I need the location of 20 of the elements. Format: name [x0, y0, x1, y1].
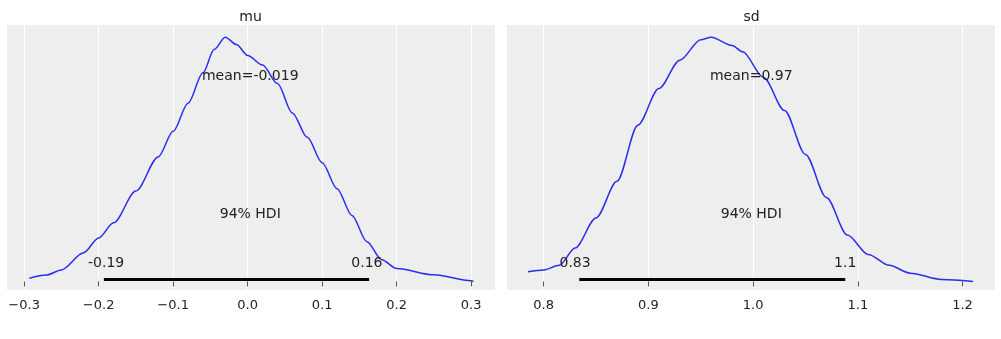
x-tick-label: −0.2 [82, 297, 115, 312]
annotation: 0.83 [558, 254, 591, 271]
x-tick-label: 0.9 [637, 297, 659, 312]
chart-title: mu [239, 8, 262, 24]
annotation: 0.16 [351, 254, 383, 271]
x-tick-label: 1.0 [742, 297, 763, 312]
annotation: 94% HDI [219, 205, 281, 222]
annotation: -0.19 [87, 254, 125, 271]
x-tick-label: 1.1 [846, 297, 868, 312]
x-tick-label: 0.3 [460, 297, 482, 312]
chart-title: sd [742, 8, 760, 24]
x-tick-label: 0.8 [532, 297, 554, 312]
annotation: 94% HDI [720, 205, 782, 222]
annotation: 1.1 [833, 254, 856, 271]
x-tick-label: 1.2 [951, 297, 973, 312]
x-tick-label: −0.1 [157, 297, 189, 312]
x-tick-label: 0.2 [386, 297, 407, 312]
x-tick-label: −0.3 [8, 297, 40, 312]
x-tick-label: 0.0 [237, 297, 258, 312]
x-tick-label: 0.1 [311, 297, 333, 312]
